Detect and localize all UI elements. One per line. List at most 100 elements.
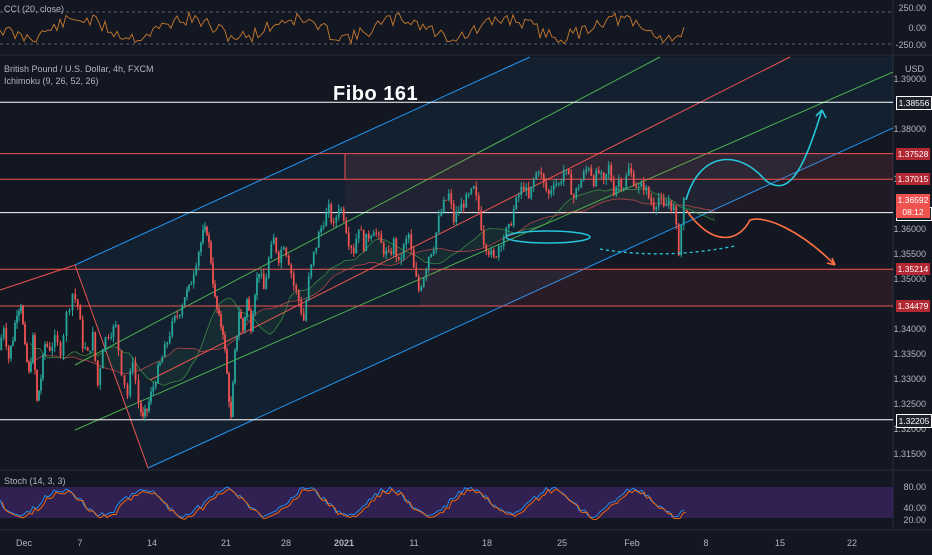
- cci-title: CCI (20, close): [4, 4, 65, 14]
- candle-body: [445, 199, 448, 201]
- candle-body: [462, 203, 465, 208]
- candle-body: [210, 242, 212, 263]
- candle-body: [507, 224, 510, 228]
- candle-body: [260, 273, 263, 275]
- candle-body: [355, 238, 358, 254]
- candle-body: [380, 234, 383, 243]
- candle-body: [542, 173, 545, 183]
- candle-body: [582, 171, 585, 181]
- candle-body: [186, 289, 188, 298]
- candle-body: [176, 315, 179, 317]
- candle-body: [305, 300, 308, 321]
- time-tick-label: 28: [280, 538, 292, 548]
- candle-body: [290, 264, 293, 274]
- candle-body: [104, 337, 107, 350]
- candle-body: [565, 169, 568, 171]
- candle-body: [367, 233, 370, 239]
- candle-body: [76, 299, 79, 306]
- candle-body: [517, 194, 520, 198]
- candle-body: [610, 165, 613, 181]
- candle-body: [350, 246, 353, 249]
- candle-body: [485, 244, 488, 252]
- candle-body: [362, 230, 365, 252]
- candle-body: [630, 168, 633, 174]
- candle-body: [197, 251, 200, 266]
- candle-body: [110, 336, 113, 338]
- dashed-arc: [599, 245, 736, 255]
- candle-body: [537, 171, 540, 173]
- candle-body: [96, 360, 99, 386]
- candle-body: [357, 229, 360, 239]
- candle-body: [226, 349, 228, 374]
- candle-body: [38, 390, 40, 401]
- price-tick-label: 1.33000: [893, 374, 926, 384]
- level-price-tag: 1.37528: [896, 147, 930, 160]
- channel-green-2: [74, 71, 894, 431]
- candle-body: [214, 284, 216, 297]
- candle-body: [590, 168, 593, 176]
- candle-body: [555, 183, 558, 186]
- candle-body: [387, 250, 390, 252]
- candle-body: [375, 232, 378, 234]
- stoch-title: Stoch (14, 3, 3): [4, 476, 66, 486]
- candle-body: [360, 229, 363, 231]
- price-tick-label: 1.33500: [893, 349, 926, 359]
- candle-body: [224, 334, 226, 350]
- candle-body: [202, 230, 204, 243]
- candle-body: [447, 193, 450, 201]
- candle-body: [307, 276, 310, 301]
- candle-body: [602, 172, 605, 180]
- candle-body: [545, 182, 548, 190]
- candle-body: [420, 286, 423, 291]
- stoch-tick-label: 80.00: [903, 482, 926, 492]
- candle-body: [650, 198, 653, 203]
- candle-body: [475, 186, 478, 196]
- candle-body: [460, 203, 463, 212]
- candle-body: [500, 246, 503, 248]
- price-tick-label: 1.34000: [893, 324, 926, 334]
- candle-body: [512, 209, 515, 226]
- level-price-tag: 1.37015: [896, 173, 930, 186]
- candle-body: [240, 311, 242, 319]
- candle-body: [258, 274, 260, 278]
- candle-body: [0, 337, 3, 350]
- candle-body: [51, 347, 54, 351]
- candle-body: [405, 238, 408, 245]
- price-tick-label: 1.36000: [893, 224, 926, 234]
- candle-body: [587, 168, 590, 170]
- last-price-tag: 1.36592: [896, 194, 930, 207]
- price-tick-label: 1.35000: [893, 274, 926, 284]
- candle-body: [44, 344, 46, 356]
- candle-body: [417, 276, 420, 291]
- candle-body: [572, 194, 575, 198]
- candle-body: [670, 200, 673, 211]
- candle-body: [342, 208, 345, 221]
- candle-body: [487, 251, 490, 255]
- candle-body: [575, 188, 578, 198]
- time-tick-label: 2021: [333, 538, 355, 548]
- candle-body: [134, 362, 137, 381]
- time-tick-label: 22: [846, 538, 858, 548]
- candle-body: [440, 212, 443, 216]
- level-price-tag: 1.34479: [896, 300, 930, 313]
- candle-body: [560, 181, 563, 184]
- candle-body: [282, 247, 285, 250]
- time-tick-label: 8: [703, 538, 709, 548]
- candle-body: [254, 295, 256, 314]
- candle-body: [515, 197, 518, 210]
- candle-body: [317, 232, 320, 248]
- cci-tick-label: -250.00: [895, 40, 926, 50]
- candle-body: [195, 265, 198, 275]
- candle-body: [81, 319, 84, 349]
- candle-body: [605, 174, 608, 180]
- candle-body: [667, 200, 670, 205]
- candle-body: [335, 217, 338, 223]
- candle-body: [680, 224, 683, 256]
- candle-body: [34, 335, 36, 370]
- candle-body: [577, 187, 580, 189]
- candle-body: [495, 256, 498, 258]
- candle-body: [91, 331, 94, 351]
- stoch-d-line: [1, 488, 687, 521]
